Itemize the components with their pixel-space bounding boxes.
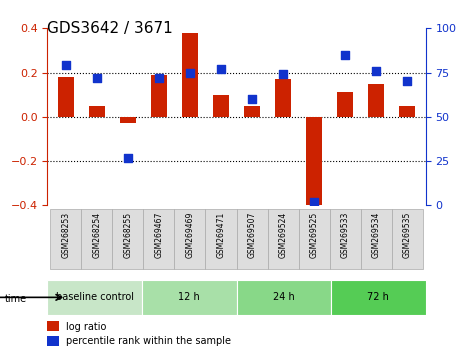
Point bbox=[342, 52, 349, 58]
Bar bbox=[337, 92, 353, 117]
Text: 12 h: 12 h bbox=[178, 292, 200, 302]
Text: time: time bbox=[5, 294, 27, 304]
Point bbox=[403, 79, 411, 84]
Bar bbox=[151, 75, 166, 117]
Point bbox=[93, 75, 101, 81]
Bar bbox=[120, 117, 136, 124]
Point bbox=[372, 68, 380, 74]
FancyBboxPatch shape bbox=[51, 209, 81, 269]
Text: baseline control: baseline control bbox=[56, 292, 133, 302]
Bar bbox=[399, 106, 415, 117]
Bar bbox=[213, 95, 229, 117]
FancyBboxPatch shape bbox=[113, 209, 143, 269]
Text: GSM269535: GSM269535 bbox=[403, 212, 412, 258]
Text: GSM269507: GSM269507 bbox=[247, 212, 256, 258]
Bar bbox=[244, 106, 260, 117]
FancyBboxPatch shape bbox=[205, 209, 236, 269]
Bar bbox=[47, 321, 59, 331]
Text: GSM269525: GSM269525 bbox=[309, 212, 318, 258]
FancyBboxPatch shape bbox=[330, 209, 360, 269]
Text: percentile rank within the sample: percentile rank within the sample bbox=[66, 336, 231, 346]
FancyBboxPatch shape bbox=[175, 209, 205, 269]
Text: log ratio: log ratio bbox=[66, 321, 106, 332]
FancyBboxPatch shape bbox=[81, 209, 113, 269]
Point bbox=[248, 96, 256, 102]
Text: GSM268255: GSM268255 bbox=[123, 212, 132, 258]
Bar bbox=[47, 336, 59, 346]
Text: GSM269524: GSM269524 bbox=[279, 212, 288, 258]
Bar bbox=[331, 280, 426, 315]
FancyBboxPatch shape bbox=[268, 209, 298, 269]
Point bbox=[186, 70, 194, 75]
Bar bbox=[47, 280, 142, 315]
Point bbox=[62, 63, 70, 68]
Text: GSM269471: GSM269471 bbox=[217, 212, 226, 258]
Text: GSM269469: GSM269469 bbox=[185, 212, 194, 258]
Text: 72 h: 72 h bbox=[368, 292, 389, 302]
FancyBboxPatch shape bbox=[298, 209, 330, 269]
Point bbox=[279, 72, 287, 77]
Bar bbox=[236, 280, 331, 315]
Bar bbox=[142, 280, 236, 315]
FancyBboxPatch shape bbox=[360, 209, 392, 269]
Bar bbox=[307, 117, 322, 205]
Bar bbox=[275, 79, 291, 117]
Bar bbox=[89, 106, 105, 117]
Point bbox=[155, 75, 163, 81]
FancyBboxPatch shape bbox=[236, 209, 268, 269]
Bar bbox=[368, 84, 384, 117]
Text: 24 h: 24 h bbox=[273, 292, 295, 302]
Text: GSM268253: GSM268253 bbox=[61, 212, 70, 258]
FancyBboxPatch shape bbox=[143, 209, 175, 269]
Point bbox=[217, 66, 225, 72]
FancyBboxPatch shape bbox=[392, 209, 422, 269]
Point bbox=[310, 199, 318, 205]
Bar bbox=[58, 77, 74, 117]
Point bbox=[124, 155, 131, 160]
Bar bbox=[182, 33, 198, 117]
Text: GSM269533: GSM269533 bbox=[341, 212, 350, 258]
Text: GDS3642 / 3671: GDS3642 / 3671 bbox=[47, 21, 173, 36]
Text: GSM269467: GSM269467 bbox=[155, 212, 164, 258]
Text: GSM269534: GSM269534 bbox=[372, 212, 381, 258]
Text: GSM268254: GSM268254 bbox=[92, 212, 101, 258]
